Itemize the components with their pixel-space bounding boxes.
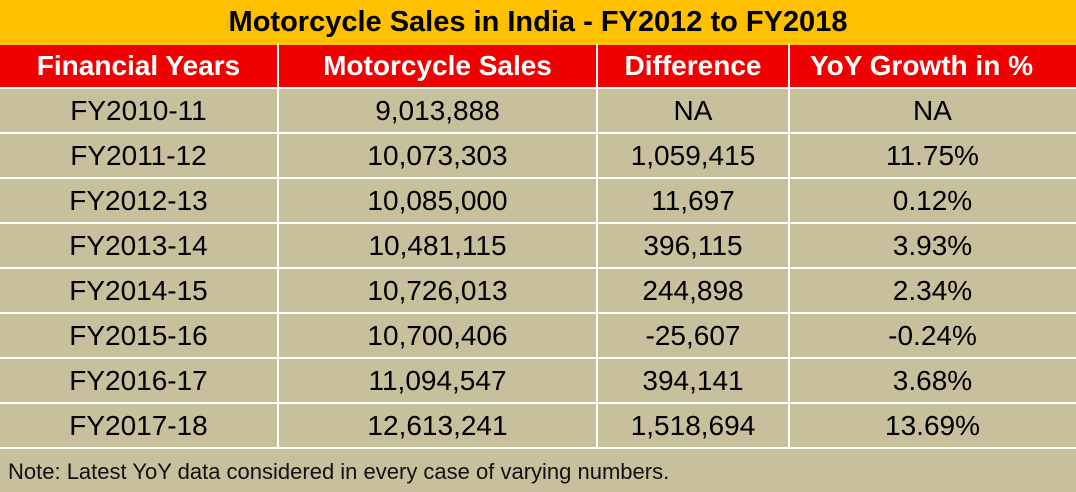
footnote: Note: Latest YoY data considered in ever… [8, 459, 670, 484]
cell-yoy-growth: 0.12% [788, 177, 1076, 224]
cell-motorcycle-sales: 10,481,115 [277, 222, 598, 269]
cell-yoy-growth: 3.68% [788, 357, 1076, 404]
header-row: Financial Years Motorcycle Sales Differe… [0, 43, 1076, 89]
cell-difference: NA [596, 87, 790, 134]
cell-motorcycle-sales: 10,726,013 [277, 267, 598, 314]
cell-financial-year: FY2017-18 [0, 402, 279, 449]
table-row: FY2011-12 10,073,303 1,059,415 11.75% [0, 132, 1076, 179]
header-motorcycle-sales: Motorcycle Sales [277, 43, 598, 89]
cell-difference: 1,518,694 [596, 402, 790, 449]
table-row: FY2014-15 10,726,013 244,898 2.34% [0, 267, 1076, 314]
cell-motorcycle-sales: 11,094,547 [277, 357, 598, 404]
table-row: FY2013-14 10,481,115 396,115 3.93% [0, 222, 1076, 269]
cell-difference: 394,141 [596, 357, 790, 404]
sales-table: Financial Years Motorcycle Sales Differe… [0, 43, 1076, 449]
table-row: FY2012-13 10,085,000 11,697 0.12% [0, 177, 1076, 224]
cell-yoy-growth: 3.93% [788, 222, 1076, 269]
table-row: FY2017-18 12,613,241 1,518,694 13.69% [0, 402, 1076, 449]
cell-yoy-growth: 13.69% [788, 402, 1076, 449]
cell-yoy-growth: NA [788, 87, 1076, 134]
cell-motorcycle-sales: 12,613,241 [277, 402, 598, 449]
cell-financial-year: FY2014-15 [0, 267, 279, 314]
cell-motorcycle-sales: 10,700,406 [277, 312, 598, 359]
header-difference: Difference [596, 43, 790, 89]
header-financial-years: Financial Years [0, 43, 279, 89]
cell-financial-year: FY2010-11 [0, 87, 279, 134]
header-yoy-growth: YoY Growth in % [788, 43, 1076, 89]
cell-difference: -25,607 [596, 312, 790, 359]
table-row: FY2010-11 9,013,888 NA NA [0, 87, 1076, 134]
table-row: FY2015-16 10,700,406 -25,607 -0.24% [0, 312, 1076, 359]
cell-difference: 1,059,415 [596, 132, 790, 179]
cell-difference: 11,697 [596, 177, 790, 224]
cell-yoy-growth: -0.24% [788, 312, 1076, 359]
cell-financial-year: FY2011-12 [0, 132, 279, 179]
cell-financial-year: FY2016-17 [0, 357, 279, 404]
cell-motorcycle-sales: 10,073,303 [277, 132, 598, 179]
table-row: FY2016-17 11,094,547 394,141 3.68% [0, 357, 1076, 404]
cell-motorcycle-sales: 9,013,888 [277, 87, 598, 134]
cell-difference: 244,898 [596, 267, 790, 314]
cell-financial-year: FY2013-14 [0, 222, 279, 269]
cell-yoy-growth: 2.34% [788, 267, 1076, 314]
cell-motorcycle-sales: 10,085,000 [277, 177, 598, 224]
table-title: Motorcycle Sales in India - FY2012 to FY… [0, 0, 1076, 43]
cell-financial-year: FY2015-16 [0, 312, 279, 359]
cell-financial-year: FY2012-13 [0, 177, 279, 224]
cell-difference: 396,115 [596, 222, 790, 269]
cell-yoy-growth: 11.75% [788, 132, 1076, 179]
